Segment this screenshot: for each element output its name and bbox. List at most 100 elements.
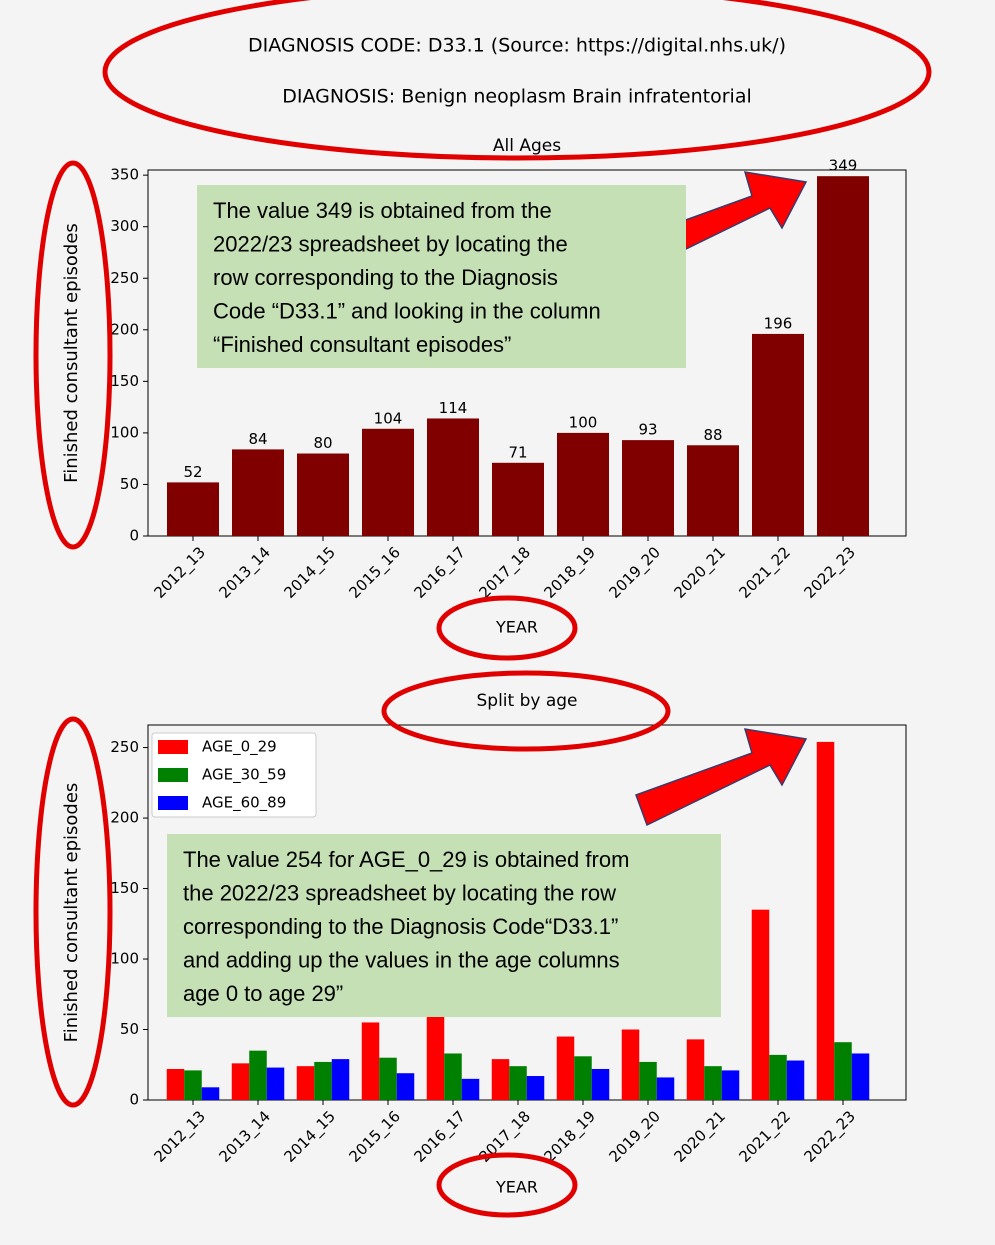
bar (167, 482, 219, 536)
data-label: 88 (703, 426, 722, 444)
x-axis-label: YEAR (495, 618, 538, 637)
bar (622, 440, 674, 536)
bar (231, 1063, 250, 1100)
bar (331, 1059, 350, 1100)
data-label: 196 (764, 314, 793, 332)
bar (297, 453, 349, 536)
bar (786, 1060, 805, 1100)
data-label: 104 (374, 409, 403, 427)
bar (639, 1061, 657, 1100)
bar (296, 1066, 315, 1100)
annotation-box (167, 834, 721, 1017)
highlight-ellipse (102, 0, 932, 161)
annotation-text: age 0 to age 29” (183, 981, 343, 1006)
legend-box (151, 732, 317, 818)
data-label: 84 (248, 430, 267, 448)
y-tick-label: 350 (110, 166, 139, 184)
y-tick-label: 150 (110, 879, 139, 897)
bar (834, 1042, 852, 1100)
y-tick-label: 100 (110, 950, 139, 968)
highlight-ellipse (436, 595, 578, 661)
chart-title: Split by age (476, 691, 577, 711)
bar (591, 1068, 610, 1100)
bar (509, 1066, 527, 1100)
annotation-text: the 2022/23 spreadsheet by locating the … (183, 880, 616, 905)
bar (687, 445, 739, 536)
x-axis-label: YEAR (495, 1178, 538, 1197)
bar (851, 1053, 870, 1100)
bar (556, 1036, 575, 1100)
bar (201, 1087, 220, 1100)
bar (232, 449, 284, 536)
annotations: The value 349 is obtained from the 2022/2… (33, 0, 932, 1218)
data-label: 93 (638, 421, 657, 439)
y-tick-label: 0 (129, 1091, 139, 1109)
bar (184, 1070, 202, 1100)
chart-title: All Ages (493, 136, 561, 156)
bar (166, 1068, 185, 1100)
y-tick-label: 100 (110, 423, 139, 441)
y-tick-label: 250 (110, 738, 139, 756)
bar (379, 1057, 397, 1100)
bar (816, 741, 835, 1100)
annotation-box (197, 185, 686, 368)
header-diagnosis: DIAGNOSIS: Benign neoplasm Brain infrate… (282, 86, 752, 108)
annotation-text: The value 254 for AGE_0_29 is obtained f… (183, 847, 629, 872)
legend-label: AGE_60_89 (202, 794, 286, 813)
annotation-text: corresponding to the Diagnosis Code“D33.… (183, 914, 618, 939)
y-tick-label: 50 (120, 1020, 139, 1038)
y-axis-label: Finished consultant episodes (61, 783, 82, 1043)
annotation-text: 2022/23 spreadsheet by locating the (213, 231, 568, 256)
bar (362, 428, 414, 536)
data-label: 52 (183, 463, 202, 481)
highlight-ellipse (33, 160, 113, 550)
legend-swatch (158, 740, 188, 754)
bar (574, 1056, 592, 1100)
y-tick-label: 200 (110, 809, 139, 827)
bar (721, 1070, 740, 1100)
annotation-text: and adding up the values in the age colu… (183, 947, 620, 972)
y-tick-label: 0 (129, 527, 139, 545)
y-tick-label: 50 (120, 475, 139, 493)
bar (444, 1053, 462, 1100)
y-tick-label: 300 (110, 217, 139, 235)
header-code: DIAGNOSIS CODE: D33.1 (Source: https://d… (248, 35, 786, 57)
annotation-text: “Finished consultant episodes” (213, 332, 511, 357)
bar (492, 462, 544, 536)
bar (266, 1067, 285, 1100)
legend-label: AGE_0_29 (202, 738, 277, 757)
bar (704, 1066, 722, 1100)
bar (461, 1078, 480, 1100)
bar (361, 1022, 380, 1100)
bar (426, 1015, 445, 1100)
annotation-text: The value 349 is obtained from the (213, 198, 552, 223)
bar (396, 1073, 415, 1100)
bar (557, 432, 609, 536)
data-label: 100 (569, 413, 598, 431)
legend-label: AGE_30_59 (202, 766, 286, 785)
bar (752, 333, 804, 536)
bar (656, 1077, 675, 1100)
data-label: 71 (508, 443, 527, 461)
bar (621, 1029, 640, 1100)
y-tick-label: 250 (110, 269, 139, 287)
data-label: 349 (829, 157, 858, 175)
legend-swatch (158, 768, 188, 782)
highlight-ellipse (33, 716, 113, 1108)
data-label: 80 (313, 434, 332, 452)
data-label: 114 (439, 399, 468, 417)
bar (427, 418, 479, 536)
bar (314, 1061, 332, 1100)
highlight-ellipse (381, 670, 671, 752)
y-tick-label: 150 (110, 372, 139, 390)
bar (817, 176, 869, 536)
bar (526, 1076, 545, 1100)
annotation-text: row corresponding to the Diagnosis (213, 265, 558, 290)
bar (686, 1039, 705, 1100)
highlight-ellipse (436, 1152, 578, 1218)
bar (751, 909, 770, 1100)
y-axis-label: Finished consultant episodes (61, 223, 82, 483)
y-tick-label: 200 (110, 320, 139, 338)
